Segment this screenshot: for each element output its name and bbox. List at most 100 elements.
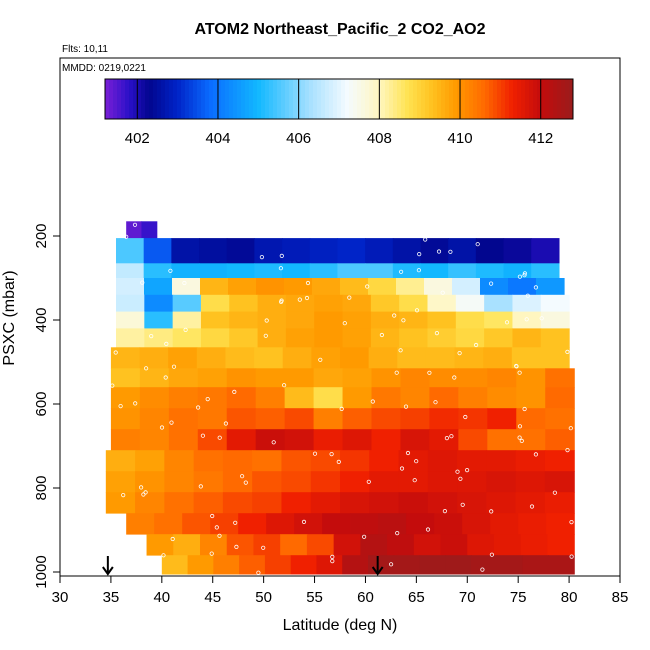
heatmap-cell: [200, 328, 230, 348]
heatmap-cell: [110, 368, 141, 388]
heatmap-cell: [427, 450, 458, 472]
colorbar-segment: [421, 79, 426, 119]
sample-point: [457, 350, 462, 356]
colorbar-segment: [489, 79, 494, 119]
heatmap-cell: [547, 534, 575, 556]
sample-point: [133, 401, 138, 406]
sample-point: [489, 509, 494, 514]
heatmap-cell: [199, 263, 228, 279]
sample-point: [256, 570, 261, 575]
heatmap-cell: [369, 492, 400, 514]
heatmap-cell: [252, 492, 283, 514]
heatmap-cell: [400, 387, 430, 409]
sample-points: [110, 222, 574, 575]
colorbar-segment: [541, 79, 546, 119]
heatmap-cell: [284, 368, 315, 388]
colorbar-segment: [129, 79, 134, 119]
sample-point: [405, 450, 411, 456]
heatmap-cell: [239, 555, 266, 575]
colorbar-tick-label: 412: [528, 130, 553, 147]
sample-point: [169, 420, 174, 425]
heatmap-cell: [371, 368, 402, 388]
heatmap-cell: [284, 429, 315, 451]
heatmap-cell: [313, 368, 344, 388]
heatmap-cell: [199, 238, 228, 264]
heatmap-cell: [316, 555, 343, 575]
sample-point: [144, 366, 149, 371]
heatmap-cell: [458, 387, 488, 409]
heatmap-cell: [193, 471, 224, 493]
colorbar-tick-label: 402: [125, 130, 150, 147]
sample-point: [113, 350, 118, 355]
sample-point: [517, 435, 522, 440]
heatmap-cell: [342, 368, 373, 388]
heatmap-cell: [290, 555, 318, 575]
heatmap-cell: [522, 555, 550, 575]
heatmap-cell: [454, 347, 484, 369]
heatmap-cell: [284, 387, 315, 409]
sample-point: [141, 492, 146, 497]
colorbar-segment: [209, 79, 214, 119]
heatmap-cell: [254, 263, 283, 279]
heatmap-cell: [139, 429, 170, 451]
sample-point: [425, 527, 431, 532]
colorbar-segment: [473, 79, 478, 119]
colorbar-segment: [305, 79, 310, 119]
heatmap-cell: [487, 368, 517, 388]
sample-point: [458, 476, 463, 481]
colorbar-segment: [229, 79, 234, 119]
heatmap-cell: [487, 408, 517, 430]
colorbar-segment: [277, 79, 282, 119]
colorbar-segment: [313, 79, 318, 119]
heatmap-cell: [168, 368, 199, 388]
colorbar-segment: [113, 79, 118, 119]
colorbar-segment: [213, 79, 218, 119]
sample-point: [517, 274, 523, 279]
sample-point: [569, 554, 574, 559]
heatmap-cell: [511, 347, 542, 369]
heatmap-cell: [116, 328, 145, 348]
colorbar-segment: [481, 79, 486, 119]
heatmap-cell: [508, 278, 537, 296]
colorbar-segment: [217, 79, 222, 119]
colorbar-segment: [281, 79, 286, 119]
heatmap-cell: [264, 555, 292, 575]
heatmap-cell: [516, 408, 546, 430]
colorbar-segment: [149, 79, 154, 119]
heatmap-cell: [311, 347, 341, 369]
chart-title: ATOM2 Northeast_Pacific_2 CO2_AO2: [194, 21, 485, 38]
heatmap-cell: [171, 263, 200, 279]
sample-point: [552, 490, 558, 495]
colorbar-segment: [193, 79, 198, 119]
colorbar-segment: [389, 79, 394, 119]
heatmap-cell: [309, 263, 339, 279]
colorbar-segment: [321, 79, 326, 119]
sample-point: [217, 533, 222, 538]
heatmap-cell: [548, 555, 575, 575]
colorbar-segment: [429, 79, 434, 119]
heatmap-cell: [253, 534, 281, 556]
sample-point: [565, 349, 570, 354]
heatmap-cell: [139, 387, 170, 409]
heatmap-cell: [139, 347, 169, 369]
colorbar-segment: [105, 79, 110, 119]
heatmap-cell: [172, 311, 202, 329]
colorbar-tick-label: 406: [286, 130, 311, 147]
heatmap-cell: [143, 263, 172, 279]
heatmap-cell: [193, 450, 224, 472]
sample-point: [414, 459, 419, 464]
sample-point: [475, 242, 480, 247]
flight-arrow-head: [371, 566, 384, 576]
heatmap-cell: [340, 450, 370, 472]
colorbar-segment: [137, 79, 142, 119]
heatmap-cell: [400, 429, 430, 451]
sample-point: [210, 513, 215, 519]
heatmap-cell: [399, 294, 429, 312]
sample-point: [234, 544, 239, 550]
colorbar-segment: [525, 79, 530, 119]
heatmap-cell: [427, 311, 457, 329]
heatmap-cell: [406, 513, 435, 535]
colorbar-segment: [169, 79, 174, 119]
heatmap-cell: [333, 534, 361, 556]
colorbar-segment: [265, 79, 270, 119]
